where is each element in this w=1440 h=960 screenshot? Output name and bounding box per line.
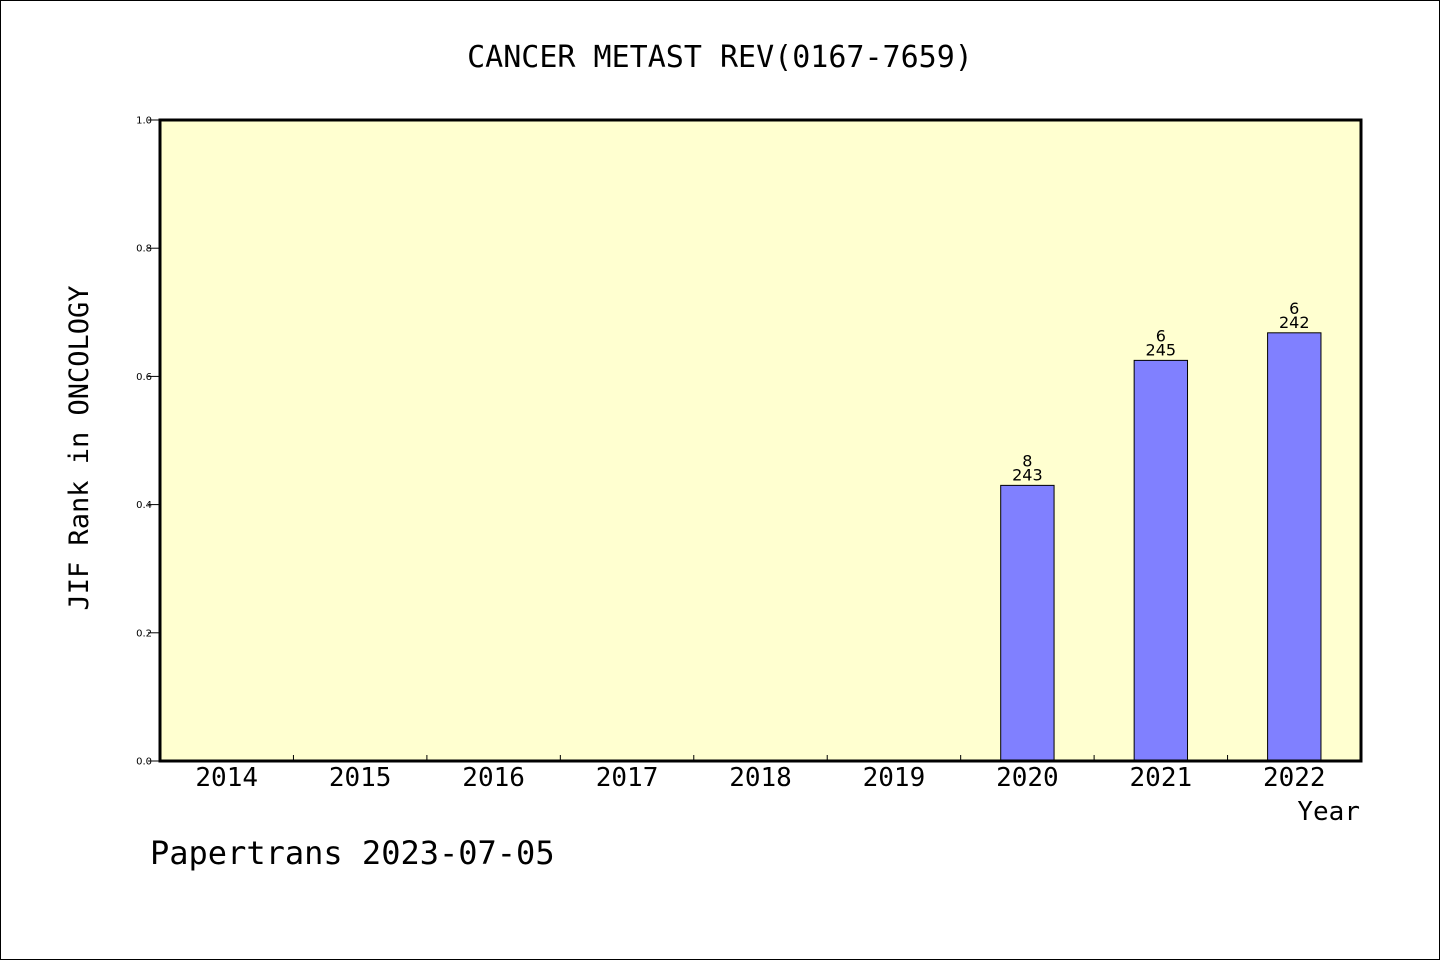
x-tick-label: 2018 [729, 763, 792, 793]
x-tick-label: 2017 [596, 763, 659, 793]
bar-rank-label: 6 [1156, 326, 1166, 345]
footer-caption: Papertrans 2023-07-05 [150, 834, 555, 872]
y-axis-label: JIF Rank in ONCOLOGY [64, 285, 95, 610]
bar-rank-label: 6 [1289, 299, 1299, 318]
y-tick-label: 0.0 [136, 757, 152, 768]
x-tick-label: 2020 [996, 763, 1059, 793]
y-tick-label: 0.2 [136, 628, 152, 639]
chart-title: CANCER METAST REV(0167-7659) [467, 40, 973, 75]
x-tick-label: 2016 [462, 763, 525, 793]
bar-2020 [1000, 484, 1055, 762]
x-axis-ticks: 2014 2015 2016 2017 2018 2019 2020 2021 2022 [195, 755, 1326, 793]
bar-2021 [1133, 359, 1189, 762]
y-tick-label: 0.4 [136, 500, 152, 511]
y-tick-label: 0.6 [136, 372, 152, 383]
x-tick-label: 2015 [329, 763, 392, 793]
bar-total-label: 243 [1012, 465, 1043, 484]
bar-total-label: 242 [1279, 313, 1310, 332]
y-axis-ticks: 0.0 0.2 0.4 0.6 0.8 1.0 [136, 116, 160, 768]
x-tick-label: 2014 [195, 763, 258, 793]
plot-border [158, 118, 1363, 763]
x-tick-label: 2022 [1263, 763, 1326, 793]
bar-total-label: 245 [1146, 340, 1177, 359]
bar-2022 [1267, 332, 1322, 762]
x-axis-label: Year [1297, 797, 1360, 827]
x-tick-label: 2021 [1130, 763, 1193, 793]
y-tick-label: 1.0 [136, 116, 152, 127]
y-tick-label: 0.8 [136, 244, 152, 255]
bar-rank-label: 8 [1022, 451, 1032, 470]
x-tick-label: 2019 [863, 763, 926, 793]
